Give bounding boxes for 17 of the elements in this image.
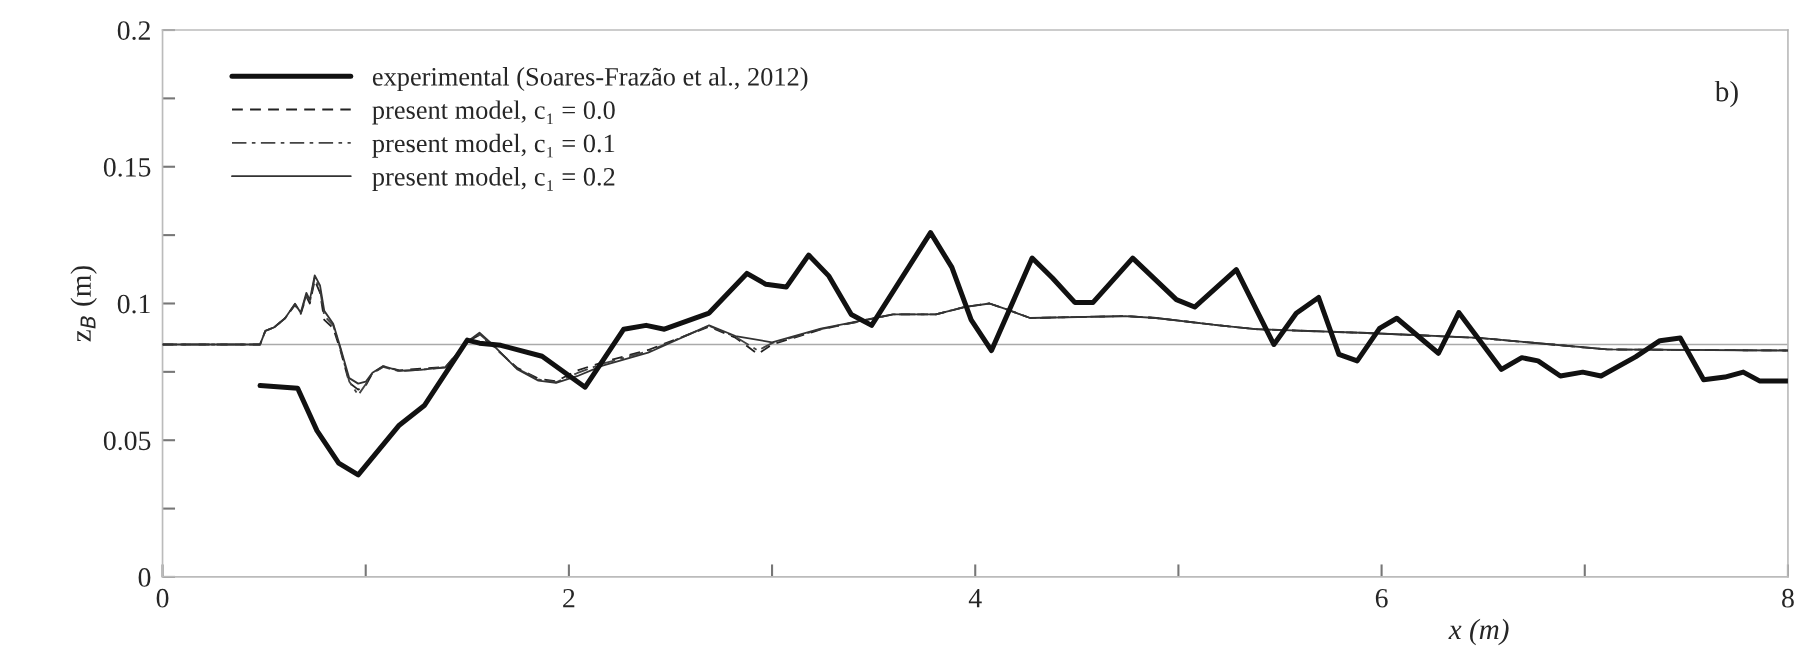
legend-label: present model, c₁ = 0.0: [372, 100, 615, 125]
x-tick-label: 2: [563, 588, 575, 608]
x-axis-title: x (m): [1448, 618, 1509, 646]
y-tick-label: 0: [138, 568, 151, 587]
legend-label: experimental (Soares-Frazão et al., 2012): [372, 67, 808, 92]
y-tick-label: 0.1: [117, 294, 150, 314]
y-tick-label: 0.05: [103, 431, 151, 451]
x-tick-label: 0: [156, 588, 169, 608]
x-tick-label: 6: [1375, 588, 1388, 608]
legend-label: present model, c₁ = 0.2: [372, 167, 615, 192]
x-tick-label: 8: [1782, 588, 1794, 608]
legend-label: present model, c₁ = 0.1: [372, 133, 615, 158]
y-tick-label: 0.2: [117, 21, 150, 41]
annotation: b): [1714, 80, 1738, 108]
y-axis-title: z$_{B}$ (m): [70, 266, 97, 342]
y-tick-label: 0.15: [103, 157, 151, 177]
x-tick-label: 4: [968, 589, 982, 608]
